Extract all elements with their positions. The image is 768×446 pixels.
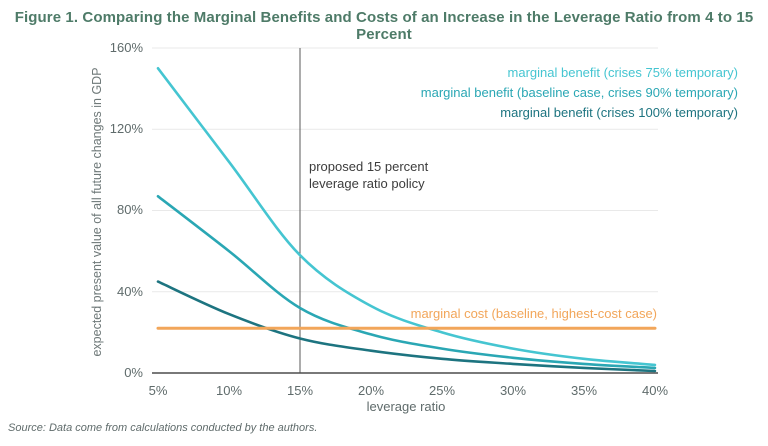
- series-line-2: [156, 280, 657, 373]
- y-tick-label: 120%: [109, 121, 143, 136]
- policy-annotation-line2: leverage ratio policy: [309, 176, 425, 191]
- source-note: Source: Data come from calculations cond…: [8, 422, 318, 434]
- x-tick-label: 10%: [215, 383, 243, 398]
- y-axis-title: expected present value of all future cha…: [90, 67, 104, 357]
- policy-annotation: proposed 15 percent leverage ratio polic…: [309, 158, 428, 192]
- x-tick-label: 40%: [641, 383, 669, 398]
- figure-title: Figure 1. Comparing the Marginal Benefit…: [14, 9, 754, 43]
- series-line-0: [156, 67, 657, 367]
- y-tick-label: 40%: [116, 284, 143, 299]
- x-tick-label: 5%: [148, 383, 168, 398]
- policy-annotation-line1: proposed 15 percent: [309, 159, 429, 174]
- chart-legend: marginal benefit (crises 75% temporary) …: [421, 63, 738, 123]
- x-tick-label: 20%: [357, 383, 385, 398]
- legend-item-baseline-90: marginal benefit (baseline case, crises …: [420, 85, 738, 100]
- legend-item-crises-100: marginal benefit (crises 100% temporary): [500, 105, 738, 120]
- x-tick-label: 35%: [570, 383, 598, 398]
- series-line-1: [156, 195, 657, 370]
- x-tick-label: 25%: [428, 383, 456, 398]
- y-tick-label: 0%: [124, 365, 143, 380]
- x-tick-label: 15%: [286, 383, 314, 398]
- x-axis-title: leverage ratio: [366, 399, 446, 414]
- y-tick-label: 160%: [109, 40, 143, 55]
- y-tick-label: 80%: [116, 202, 143, 217]
- legend-item-crises-75: marginal benefit (crises 75% temporary): [507, 65, 738, 80]
- cost-line-label: marginal cost (baseline, highest-cost ca…: [410, 306, 657, 321]
- x-tick-label: 30%: [499, 383, 527, 398]
